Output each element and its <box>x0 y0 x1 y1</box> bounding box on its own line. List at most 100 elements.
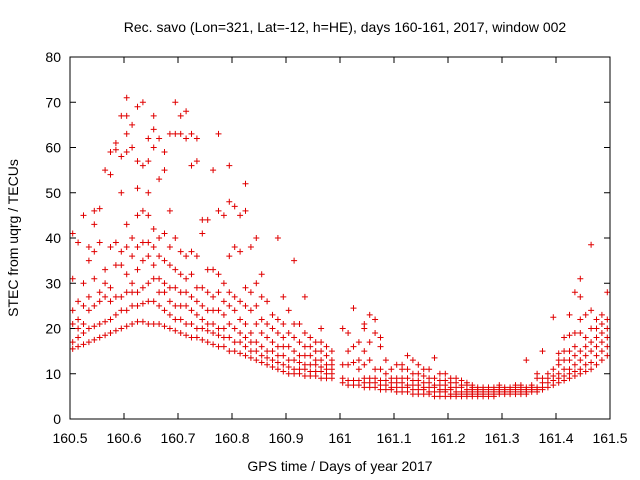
data-point <box>588 307 595 314</box>
data-point <box>102 318 109 325</box>
data-point <box>145 212 152 219</box>
data-point <box>415 377 422 384</box>
data-point <box>274 359 281 366</box>
data-point <box>372 316 379 323</box>
x-tick-label-2: 160.7 <box>160 430 195 446</box>
data-point <box>129 253 136 260</box>
data-point <box>582 352 589 359</box>
data-point <box>150 275 157 282</box>
data-point <box>215 307 222 314</box>
data-point <box>593 316 600 323</box>
y-tick-label-0: 0 <box>53 411 61 427</box>
data-point <box>123 130 130 137</box>
data-point <box>355 366 362 373</box>
x-axis-label: GPS time / Days of year 2017 <box>247 458 432 474</box>
data-point <box>577 357 584 364</box>
data-point <box>426 366 433 373</box>
data-point <box>258 330 265 337</box>
data-point <box>264 334 271 341</box>
data-point <box>96 320 103 327</box>
data-point <box>242 180 249 187</box>
data-point <box>366 357 373 364</box>
data-point <box>571 368 578 375</box>
data-point <box>274 366 281 373</box>
data-point <box>96 289 103 296</box>
data-point <box>312 357 319 364</box>
data-point <box>431 354 438 361</box>
data-point <box>91 221 98 228</box>
data-point <box>539 375 546 382</box>
data-point <box>571 343 578 350</box>
data-point <box>139 239 146 246</box>
data-point <box>301 361 308 368</box>
data-point <box>426 375 433 382</box>
data-point <box>253 280 260 287</box>
y-tick-label-8: 80 <box>45 49 61 65</box>
data-point <box>280 320 287 327</box>
data-point <box>253 235 260 241</box>
data-point <box>193 325 200 332</box>
data-point <box>307 343 314 350</box>
data-point <box>177 330 184 337</box>
data-point <box>458 377 465 384</box>
data-point <box>177 289 184 296</box>
data-point <box>210 341 217 348</box>
data-point <box>129 235 136 241</box>
x-tick-label-6: 161.1 <box>376 430 411 446</box>
data-point <box>269 363 276 370</box>
data-point <box>210 330 217 337</box>
data-point <box>210 167 217 174</box>
data-point <box>431 375 438 382</box>
data-point <box>442 370 449 377</box>
data-point <box>318 357 325 364</box>
data-point <box>361 375 368 382</box>
data-point <box>237 350 244 357</box>
data-point <box>112 139 119 146</box>
data-point <box>501 384 508 391</box>
data-point <box>139 318 146 325</box>
data-point <box>193 284 200 291</box>
data-point <box>318 325 325 332</box>
data-point <box>382 377 389 384</box>
data-point <box>328 348 335 355</box>
data-point <box>177 316 184 323</box>
data-point <box>129 121 136 128</box>
data-point <box>280 343 287 350</box>
data-point <box>188 334 195 341</box>
x-tick-label-7: 161.2 <box>430 430 465 446</box>
data-point <box>528 382 535 389</box>
data-point <box>75 343 82 350</box>
data-point <box>150 320 157 327</box>
data-point <box>453 375 460 382</box>
data-point <box>226 289 233 296</box>
data-point <box>345 330 352 337</box>
data-point <box>199 302 206 309</box>
data-point <box>442 377 449 384</box>
data-point <box>291 334 298 341</box>
x-tick-label-1: 160.6 <box>106 430 141 446</box>
data-point <box>75 334 82 341</box>
data-point <box>166 298 173 305</box>
data-point <box>123 307 130 314</box>
data-point <box>264 348 271 355</box>
data-point <box>139 300 146 307</box>
data-point <box>215 207 222 214</box>
data-point <box>307 352 314 359</box>
data-point <box>183 275 190 282</box>
data-point <box>172 316 179 323</box>
data-point <box>247 244 254 251</box>
data-point <box>566 348 573 355</box>
data-point <box>291 257 298 264</box>
data-point <box>134 212 141 219</box>
data-point <box>231 293 238 300</box>
data-point <box>231 325 238 332</box>
data-point <box>280 293 287 300</box>
data-point <box>350 377 357 384</box>
data-point <box>517 382 524 389</box>
data-point <box>377 366 384 373</box>
data-point <box>199 216 206 223</box>
data-point <box>237 212 244 219</box>
x-tick-label-5: 161 <box>328 430 352 446</box>
data-point <box>112 146 119 153</box>
data-point <box>177 130 184 137</box>
